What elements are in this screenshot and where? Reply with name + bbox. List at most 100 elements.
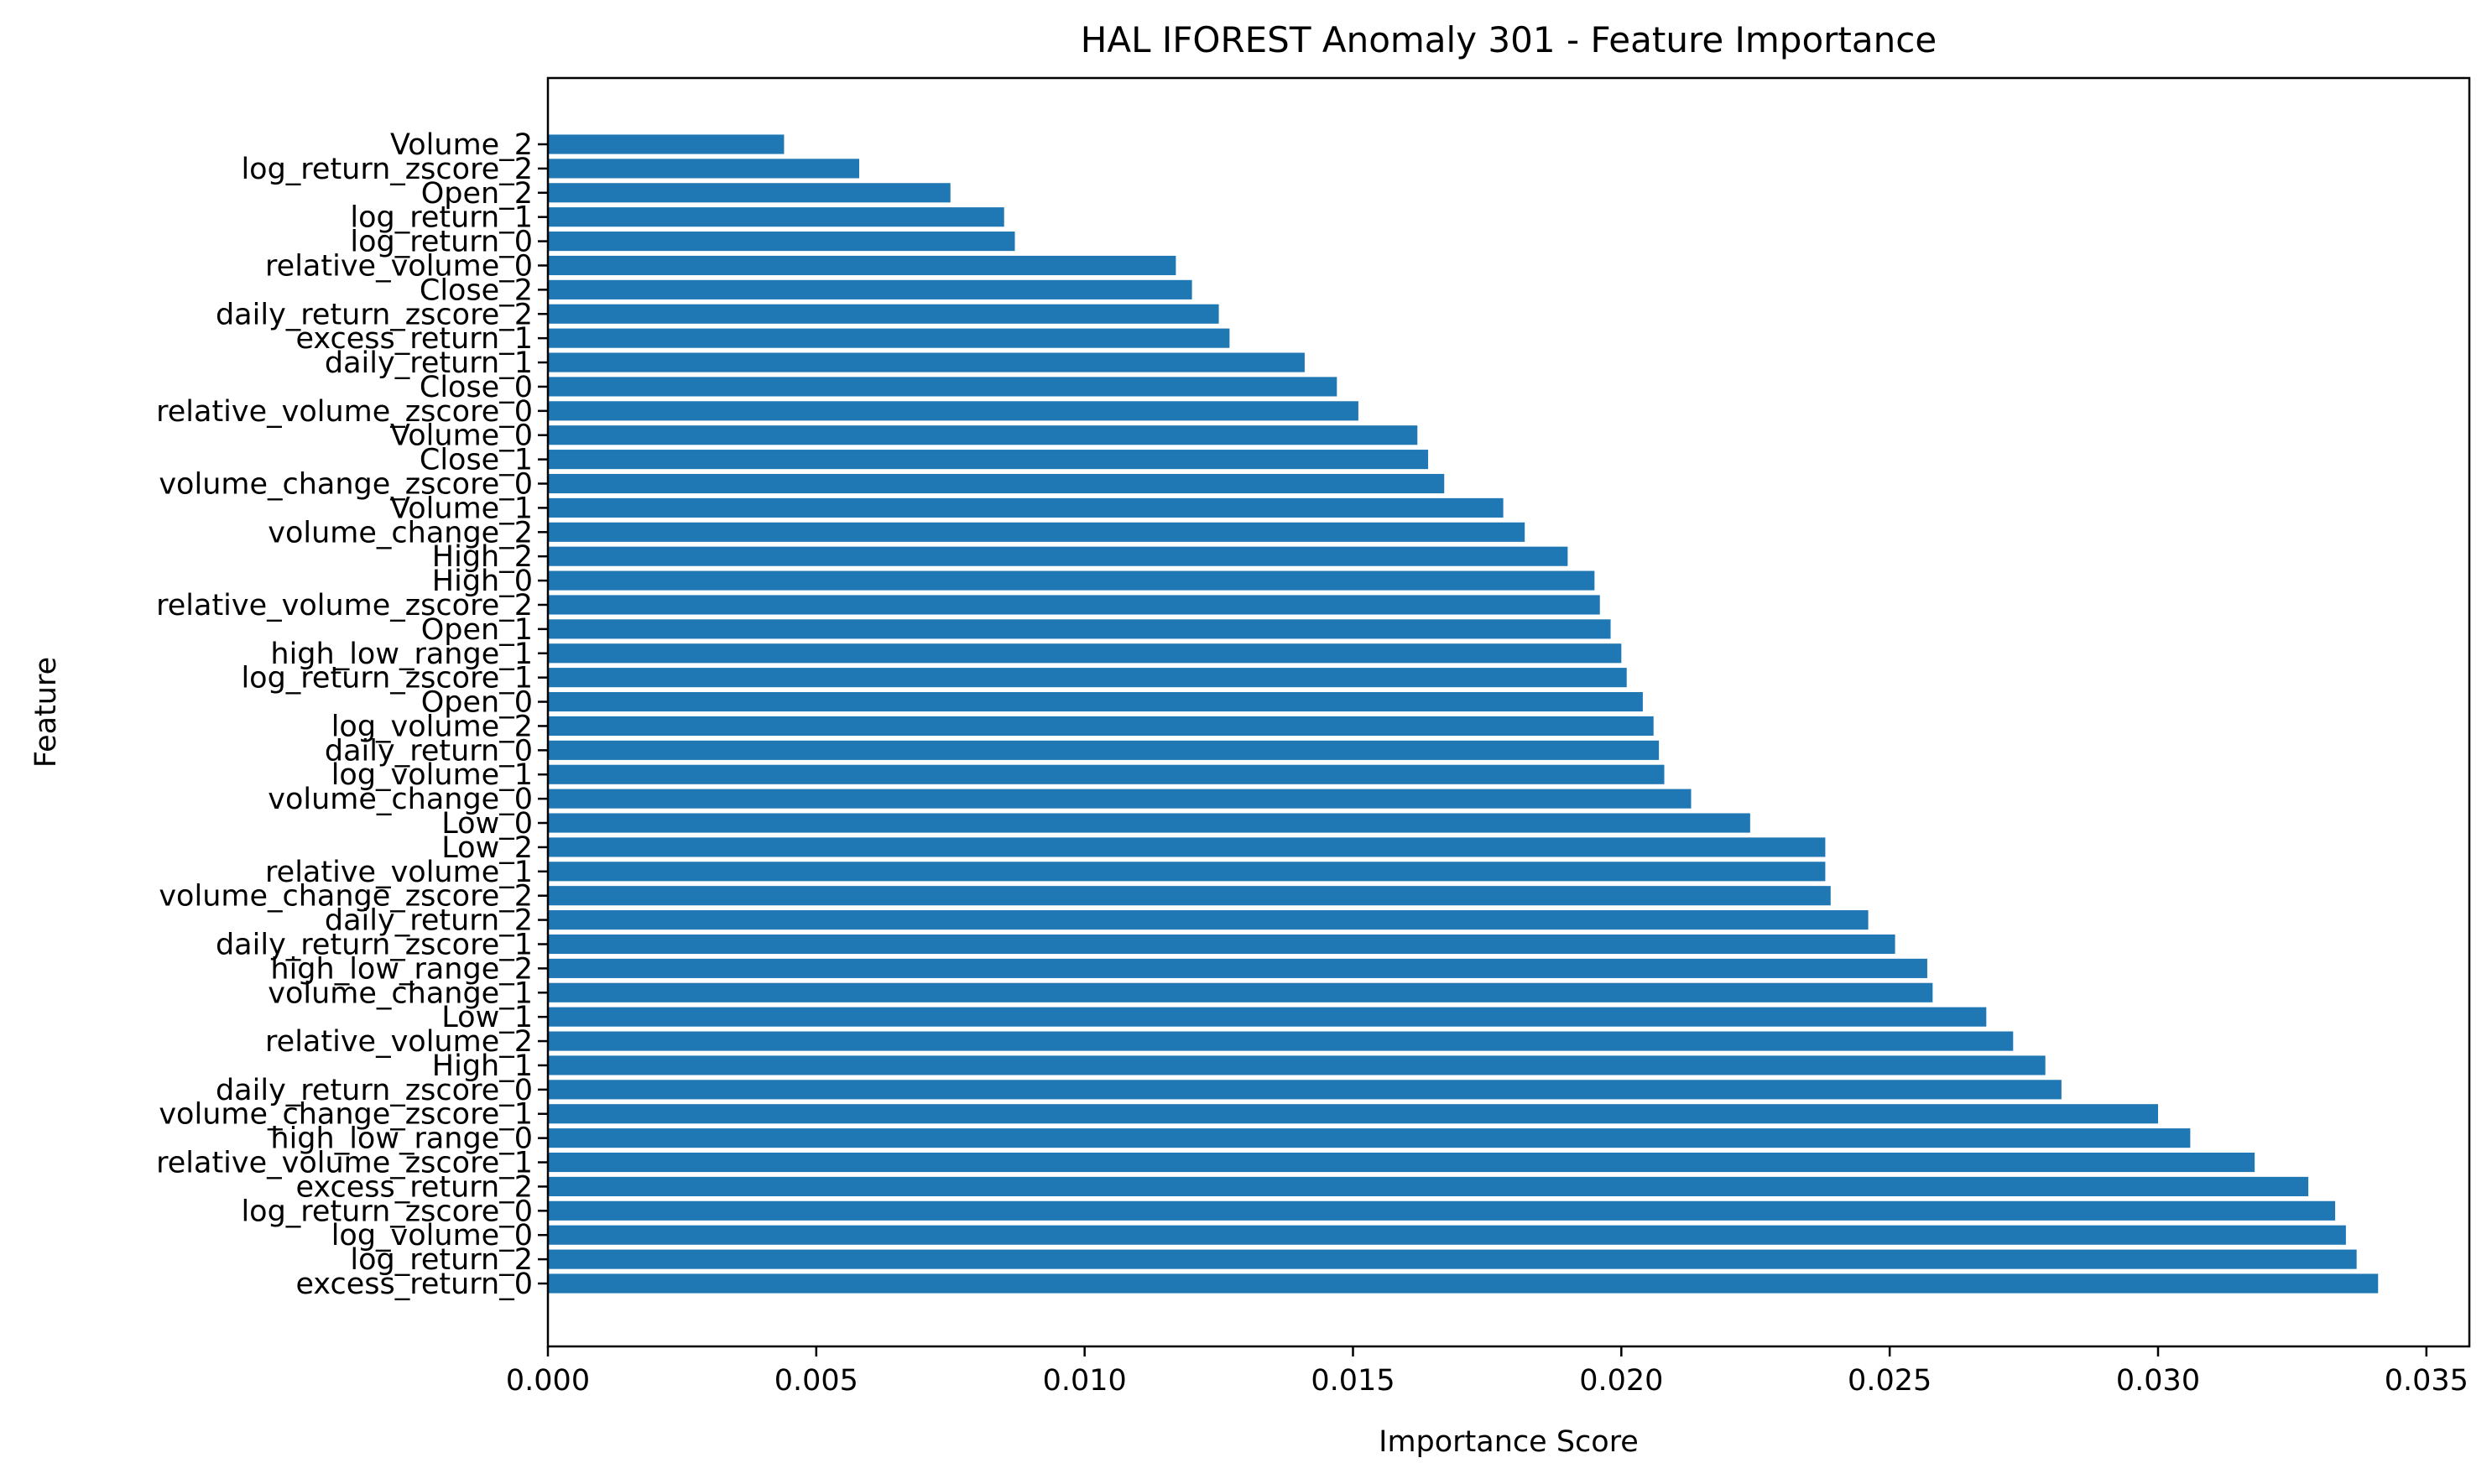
bar-volume_change_zscore_0 — [548, 473, 1445, 494]
y-tick-label: volume_change_zscore_1 — [159, 1098, 533, 1132]
y-tick-label: High_2 — [432, 540, 533, 574]
bar-High_1 — [548, 1055, 2046, 1075]
x-tick-label: 0.010 — [1043, 1364, 1127, 1398]
y-tick-label: Close_2 — [420, 273, 533, 307]
y-tick-label: Open_1 — [421, 613, 533, 647]
bar-daily_return_zscore_2 — [548, 304, 1219, 324]
y-tick-label: Low_2 — [441, 831, 533, 865]
y-tick-label: Volume_1 — [390, 492, 533, 525]
bar-log_return_zscore_2 — [548, 159, 860, 179]
y-tick-label: relative_volume_zscore_2 — [156, 589, 533, 622]
bar-high_low_range_0 — [548, 1128, 2191, 1148]
bar-daily_return_1 — [548, 352, 1305, 372]
bar-Volume_0 — [548, 425, 1418, 445]
y-tick-label: log_return_1 — [350, 201, 533, 235]
bar-log_return_zscore_0 — [548, 1200, 2336, 1221]
chart-title: HAL IFOREST Anomaly 301 - Feature Import… — [1081, 19, 1937, 60]
bar-Open_1 — [548, 619, 1611, 639]
bars-group — [548, 134, 2379, 1294]
bar-Low_0 — [548, 813, 1750, 833]
x-tick-label: 0.005 — [774, 1364, 858, 1398]
bar-volume_change_2 — [548, 522, 1525, 542]
bar-excess_return_0 — [548, 1273, 2379, 1294]
y-tick-label: relative_volume_zscore_0 — [156, 395, 533, 429]
bar-log_volume_0 — [548, 1225, 2346, 1245]
bar-relative_volume_1 — [548, 862, 1826, 882]
x-tick-label: 0.025 — [1848, 1364, 1932, 1398]
bar-excess_return_1 — [548, 328, 1230, 348]
y-tick-label: Open_2 — [421, 177, 533, 211]
bar-relative_volume_zscore_0 — [548, 401, 1358, 421]
y-tick-label: excess_return_1 — [295, 322, 533, 356]
bar-excess_return_2 — [548, 1176, 2309, 1196]
y-tick-label: excess_return_2 — [295, 1170, 533, 1204]
bar-relative_volume_0 — [548, 255, 1176, 276]
bar-log_return_2 — [548, 1249, 2357, 1269]
y-tick-label: High_1 — [432, 1049, 533, 1083]
y-axis-ticks: Volume_2log_return_zscore_2Open_2log_ret… — [156, 128, 548, 1301]
bar-volume_change_1 — [548, 982, 1933, 1002]
y-tick-label: volume_change_0 — [268, 783, 533, 816]
bar-Low_2 — [548, 837, 1826, 857]
y-tick-label: log_return_2 — [350, 1243, 533, 1277]
y-axis-label: Feature — [29, 657, 63, 768]
y-tick-label: Open_0 — [421, 686, 533, 720]
y-tick-label: daily_return_2 — [325, 904, 533, 938]
y-tick-label: log_return_zscore_0 — [241, 1195, 533, 1228]
y-tick-label: daily_return_zscore_2 — [216, 298, 533, 331]
bar-Low_1 — [548, 1007, 1987, 1027]
x-tick-label: 0.030 — [2116, 1364, 2200, 1398]
y-tick-label: high_low_range_2 — [270, 952, 533, 986]
y-tick-label: relative_volume_2 — [265, 1025, 533, 1059]
bar-log_return_0 — [548, 232, 1015, 252]
bar-log_volume_2 — [548, 716, 1654, 737]
bar-Close_1 — [548, 450, 1429, 470]
bar-daily_return_zscore_1 — [548, 934, 1895, 955]
x-axis-label: Importance Score — [1379, 1425, 1639, 1459]
bar-Open_2 — [548, 183, 951, 203]
bar-daily_return_zscore_0 — [548, 1080, 2062, 1100]
y-tick-label: log_volume_2 — [331, 710, 533, 743]
y-tick-label: Volume_0 — [390, 419, 533, 453]
bar-daily_return_0 — [548, 740, 1660, 760]
bar-log_return_1 — [548, 207, 1004, 227]
bar-log_volume_1 — [548, 764, 1665, 784]
y-tick-label: Close_1 — [420, 444, 533, 477]
y-tick-label: daily_return_zscore_0 — [216, 1074, 533, 1107]
y-tick-label: Volume_2 — [390, 128, 533, 162]
x-tick-label: 0.020 — [1579, 1364, 1663, 1398]
bar-Volume_1 — [548, 497, 1504, 518]
y-tick-label: relative_volume_1 — [265, 856, 533, 889]
y-tick-label: Low_1 — [441, 1001, 533, 1034]
y-tick-label: excess_return_0 — [295, 1268, 533, 1301]
bar-relative_volume_2 — [548, 1031, 2014, 1051]
y-tick-label: daily_return_0 — [325, 734, 533, 768]
y-tick-label: volume_change_2 — [268, 516, 533, 549]
bar-High_2 — [548, 546, 1568, 566]
y-tick-label: log_return_zscore_1 — [241, 662, 533, 695]
y-tick-label: log_volume_0 — [331, 1219, 533, 1252]
plot-frame — [546, 76, 2471, 1348]
y-tick-label: high_low_range_0 — [270, 1122, 533, 1156]
y-tick-label: volume_change_zscore_2 — [159, 880, 533, 914]
bar-relative_volume_zscore_2 — [548, 595, 1600, 615]
y-tick-label: daily_return_zscore_1 — [216, 928, 533, 961]
bar-high_low_range_2 — [548, 958, 1927, 978]
y-tick-label: volume_change_1 — [268, 976, 533, 1010]
y-tick-label: relative_volume_0 — [265, 249, 533, 283]
bar-Volume_2 — [548, 134, 785, 154]
y-tick-label: log_return_0 — [350, 226, 533, 259]
y-tick-label: Low_0 — [441, 807, 533, 841]
bar-daily_return_2 — [548, 910, 1869, 930]
bar-log_return_zscore_1 — [548, 668, 1627, 688]
bar-volume_change_zscore_1 — [548, 1104, 2158, 1124]
bar-volume_change_zscore_2 — [548, 886, 1831, 906]
bar-Open_0 — [548, 691, 1643, 712]
bar-volume_change_0 — [548, 789, 1692, 809]
y-tick-label: log_return_zscore_2 — [241, 153, 533, 186]
bar-Close_2 — [548, 279, 1192, 299]
bar-Close_0 — [548, 377, 1337, 397]
y-tick-label: relative_volume_zscore_1 — [156, 1147, 533, 1180]
bar-high_low_range_1 — [548, 643, 1622, 664]
